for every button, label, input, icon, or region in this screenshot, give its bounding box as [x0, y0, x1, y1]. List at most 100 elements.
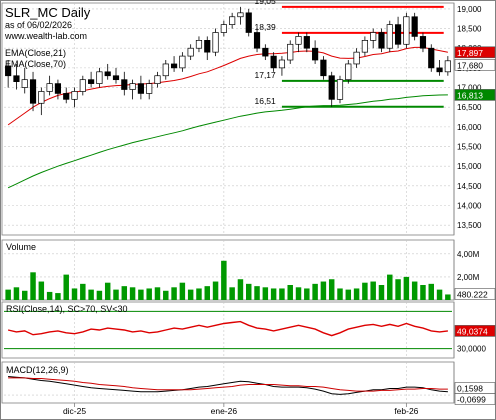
candle-body	[345, 63, 352, 81]
volume-bar	[187, 289, 194, 300]
candle-body	[378, 32, 385, 49]
y-tick-label: 13,500	[457, 221, 482, 230]
rsi-badge: 49,0374	[457, 326, 488, 336]
candle-body	[428, 47, 435, 69]
volume-bar	[270, 288, 277, 300]
volume-bar	[295, 287, 302, 300]
y-tick-label: 30,0000	[457, 345, 486, 354]
volume-bar	[420, 285, 426, 300]
candle-body	[403, 16, 410, 45]
candle-body	[419, 36, 427, 49]
y-tick-label: 4,00M	[457, 250, 480, 259]
volume-bar	[246, 283, 252, 300]
candle-body	[436, 67, 443, 73]
y-tick-label: 14,500	[457, 182, 482, 191]
candle-body	[270, 55, 277, 69]
volume-bar	[370, 281, 376, 300]
candle-body	[79, 79, 86, 92]
candle-body	[253, 32, 261, 49]
candle-body	[162, 63, 169, 77]
volume-bar	[121, 286, 128, 300]
candle-body	[5, 65, 12, 77]
y-tick-label: 15,500	[457, 143, 482, 152]
volume-bar	[138, 289, 144, 300]
volume-bar	[196, 288, 202, 300]
signal-badge-bg	[454, 393, 496, 405]
candle-body	[394, 24, 402, 45]
chart-date: as of 06/02/2026	[5, 20, 72, 30]
volume-bar	[237, 279, 244, 300]
candle-body	[336, 79, 344, 100]
candle-body	[370, 32, 377, 41]
volume-bar	[436, 289, 443, 300]
level-label: 18,39	[254, 22, 276, 32]
candle-body	[154, 75, 161, 84]
macd-panel: MACD(12,26,9) 0,1598-0,0699	[1, 361, 496, 405]
rsi-line	[7, 320, 448, 337]
candle-body	[204, 40, 211, 53]
candle-body	[262, 47, 269, 57]
volume-bar	[337, 288, 343, 300]
candle-body	[212, 32, 219, 53]
candle-body	[195, 40, 203, 49]
ema-slow-label: EMA(Close,70)	[5, 59, 66, 69]
candle-body	[229, 16, 236, 25]
candle-body	[29, 79, 37, 104]
rsi-title: RSI(Close,14), SC>70, SV<30	[6, 304, 128, 314]
rsi-badge-bg	[454, 325, 496, 337]
candle-body	[21, 79, 28, 88]
candle-body	[320, 59, 327, 77]
volume-bar	[328, 279, 335, 300]
macd-badge: 0,1598	[457, 384, 483, 394]
candle-body	[146, 83, 153, 94]
volume-bar	[204, 286, 210, 300]
candle-body	[411, 16, 418, 37]
candle-body	[187, 47, 194, 57]
candle-body	[237, 12, 244, 18]
volume-bar	[104, 282, 111, 300]
volume-bar	[320, 281, 327, 300]
volume-panel: 2,00M 4,00M Volume 480.222	[1, 239, 496, 301]
candle-body	[287, 43, 294, 61]
volume-bar	[387, 274, 393, 300]
macd-line	[8, 376, 448, 395]
signal-badge: -0,0699	[457, 395, 486, 405]
candle-body	[88, 79, 95, 84]
volume-bar	[171, 287, 177, 300]
candle-body	[328, 75, 335, 100]
volume-title: Volume	[6, 242, 36, 252]
level-label: 16,51	[254, 96, 276, 106]
y-tick-label: 16,500	[457, 103, 482, 112]
ema-fast-label: EMA(Close,21)	[5, 48, 66, 58]
volume-bar	[212, 281, 219, 300]
candle-body	[179, 55, 186, 69]
candle-body	[295, 36, 302, 45]
ema-fast-badge: 17,897	[457, 48, 483, 58]
volume-bar	[445, 294, 451, 300]
volume-bar	[38, 281, 45, 300]
ema-slow-badge: 16,813	[457, 90, 483, 100]
volume-bar	[154, 287, 161, 300]
volume-bar	[13, 287, 20, 300]
volume-bar	[88, 289, 94, 300]
volume-bar	[221, 260, 227, 300]
volume-bar	[304, 288, 310, 300]
volume-bar	[129, 287, 136, 300]
chart-title: SLR_MC Daily	[5, 5, 91, 20]
ema-slow-line	[7, 94, 448, 189]
y-tick-label: 15,000	[457, 162, 482, 171]
macd-title: MACD(12,26,9)	[6, 365, 69, 375]
candle-body	[13, 75, 20, 82]
candle-body	[71, 91, 78, 100]
volume-bar	[378, 285, 385, 300]
y-tick-label: 2,00M	[457, 273, 480, 282]
volume-bar	[287, 285, 293, 300]
candle-body	[278, 59, 286, 69]
price-badge: 17,680	[457, 60, 483, 70]
candle-body	[312, 47, 319, 61]
volume-bar	[403, 276, 410, 300]
y-tick-label: 18,500	[457, 25, 482, 34]
price-badge-bg	[454, 59, 496, 71]
volume-bar	[353, 288, 360, 300]
